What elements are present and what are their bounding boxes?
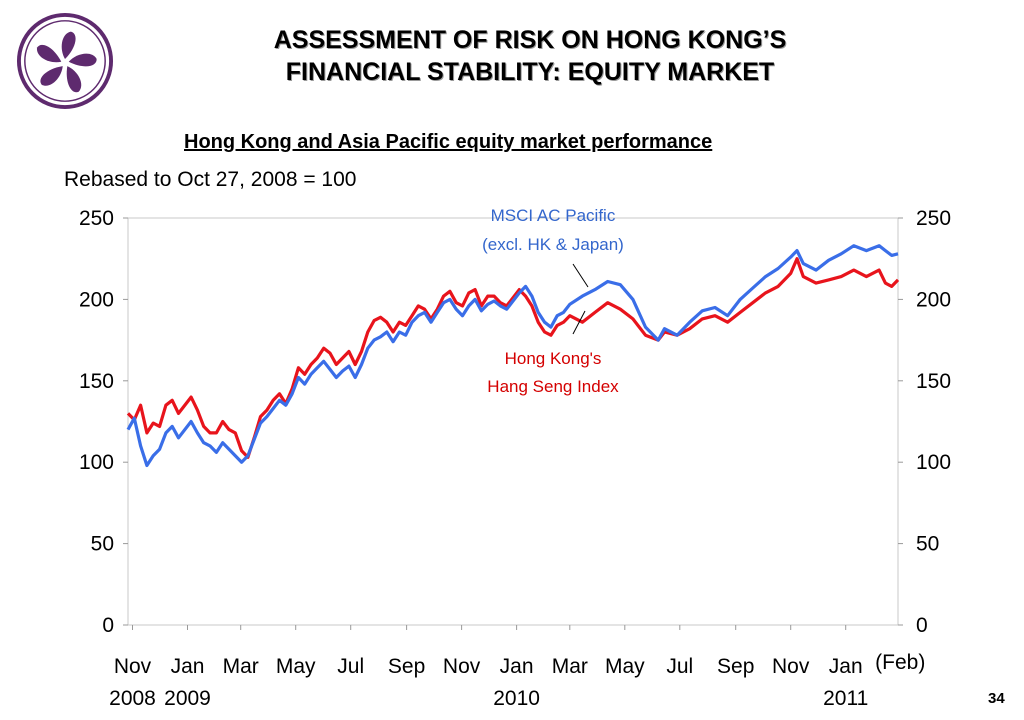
y-tick-label-right: 200 (916, 288, 951, 311)
x-tick-label: Nov (443, 655, 481, 678)
x-tick-label: Sep (388, 655, 425, 678)
x-tick-label: May (605, 655, 645, 678)
msci-series-line (126, 244, 899, 468)
x-tick-label: Jan (171, 655, 205, 678)
x-tick-label: Jul (337, 655, 364, 678)
x-tick-label: Mar (552, 655, 588, 678)
y-tick-label-left: 200 (79, 288, 114, 311)
msci-label-line-1: MSCI AC Pacific (491, 206, 616, 225)
hsi-label-line-1: Hong Kong's (505, 349, 602, 368)
x-year-label: 2011 (823, 687, 868, 710)
y-tick-label-right: 50 (916, 533, 939, 556)
title-line-1: ASSESSMENT OF RISK ON HONG KONG’S (273, 26, 787, 54)
x-tick-label: Jan (500, 655, 534, 678)
msci-label-leader (572, 263, 589, 288)
y-tick-label-left: 250 (79, 207, 114, 230)
msci-label-line-2: (excl. HK & Japan) (482, 235, 624, 254)
x-year-label: 2008 (109, 687, 156, 710)
x-year-label: 2010 (493, 687, 540, 710)
hkma-logo (16, 12, 114, 110)
y-tick-label-left: 100 (79, 451, 114, 474)
x-tick-label: Sep (717, 655, 754, 678)
hsi-series-line (126, 257, 900, 459)
y-tick-label-right: 100 (916, 451, 951, 474)
x-tick-label: Nov (772, 655, 810, 678)
x-tick-label: May (276, 655, 316, 678)
y-tick-label-left: 150 (79, 370, 114, 393)
y-tick-label-right: 0 (916, 614, 928, 637)
page-title: ASSESSMENT OF RISK ON HONG KONG’S FINANC… (150, 24, 910, 88)
chart-subtitle: Hong Kong and Asia Pacific equity market… (184, 131, 713, 153)
x-tick-label: Jul (666, 655, 693, 678)
page-number: 34 (988, 690, 1005, 707)
x-tick-label: (Feb) (875, 651, 925, 674)
plot-frame (127, 217, 899, 626)
y-tick-label-left: 50 (91, 533, 114, 556)
y-tick-label-right: 250 (916, 207, 951, 230)
rebase-note: Rebased to Oct 27, 2008 = 100 (64, 168, 357, 191)
hsi-label-line-2: Hang Seng Index (487, 377, 619, 396)
x-year-label: 2009 (164, 687, 211, 710)
y-tick-label-right: 150 (916, 370, 951, 393)
x-tick-label: Jan (829, 655, 863, 678)
title-line-2: FINANCIAL STABILITY: EQUITY MARKET (285, 58, 775, 86)
y-tick-label-left: 0 (102, 614, 114, 637)
hsi-label-leader (572, 310, 586, 335)
x-tick-label: Mar (223, 655, 259, 678)
x-tick-label: Nov (114, 655, 152, 678)
